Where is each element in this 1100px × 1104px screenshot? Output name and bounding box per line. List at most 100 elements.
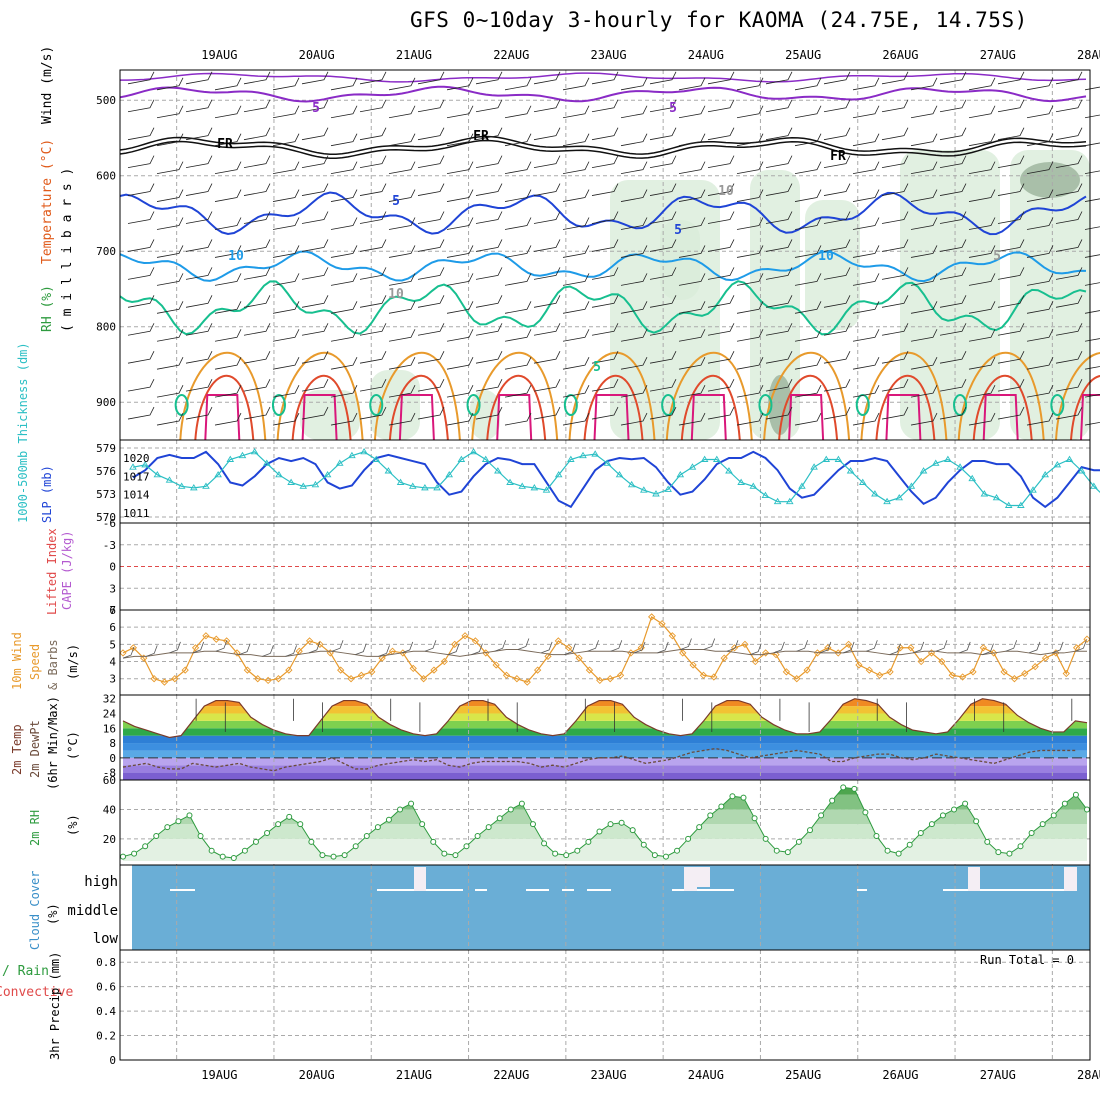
wind-barb — [881, 378, 909, 392]
wind-barb — [765, 295, 793, 308]
thickness-ylabel: 1000-500mb Thickness (dm) — [16, 342, 30, 523]
surface-wind-barb — [331, 640, 344, 652]
isotherm-15-cell — [1050, 394, 1065, 416]
pressure-tick-label: 800 — [96, 321, 116, 334]
wind-barb — [475, 323, 503, 336]
precip-tick-label: 0.2 — [96, 1030, 116, 1043]
wind-barb — [591, 351, 619, 364]
wind-barb — [330, 217, 358, 230]
wind-barb — [272, 412, 300, 426]
rh-marker — [1072, 791, 1079, 798]
wind-speed-marker — [585, 666, 594, 674]
wind-speed-marker — [1021, 669, 1029, 678]
wind-barb — [446, 105, 474, 119]
surface-wind-barb — [982, 643, 994, 656]
isotherm-20 — [276, 351, 364, 441]
lifted-index-tick-label: 3 — [109, 582, 116, 595]
wind-barb — [156, 217, 184, 230]
wind-barb — [910, 301, 938, 314]
wind-barb — [1084, 366, 1100, 370]
wind-barb — [243, 295, 271, 308]
rh-marker — [585, 838, 592, 845]
wind-barb — [185, 406, 213, 420]
wind-barb — [707, 99, 735, 113]
wind-barb — [533, 351, 561, 364]
thickness-marker — [129, 463, 137, 470]
isotherm-20 — [1055, 352, 1100, 441]
thickness-line — [132, 451, 1100, 507]
rh-marker — [729, 793, 736, 800]
wind-barb — [678, 412, 706, 426]
thickness-marker — [652, 490, 660, 497]
wind-speed-marker — [886, 668, 894, 676]
wind-barb — [678, 77, 706, 91]
wind-barb — [446, 329, 474, 342]
wind-speed-marker — [419, 675, 428, 683]
isotherm-20 — [568, 351, 656, 441]
wind-barb — [1055, 323, 1083, 336]
wind-barb — [562, 245, 590, 258]
isotherm-minus10 — [120, 72, 1087, 83]
wind-barb — [214, 189, 242, 202]
rh-marker — [341, 852, 348, 859]
wind-barb — [475, 211, 503, 224]
thickness-marker — [846, 467, 855, 474]
wind-speed-marker — [223, 637, 231, 645]
isotherm-25 — [875, 374, 936, 441]
wind-barb — [707, 378, 735, 392]
thickness-marker — [1029, 486, 1037, 493]
wind-barb — [765, 155, 793, 169]
wind-barb — [301, 323, 329, 336]
date-label-top: 26AUG — [882, 48, 919, 62]
contour-label: 10 — [718, 184, 734, 199]
wind-barb — [794, 77, 822, 91]
date-label-top: 24AUG — [687, 48, 724, 62]
wind-speed-marker — [606, 675, 614, 683]
thickness-marker — [640, 486, 648, 493]
wind-barb — [156, 161, 184, 175]
rh-tick-label: 40 — [103, 803, 116, 816]
date-label-bottom: 19AUG — [201, 1068, 238, 1082]
lifted-index-tick-label: 0 — [109, 561, 116, 574]
wind-barb — [765, 351, 793, 364]
wind-barb — [359, 211, 387, 224]
surface-wind-barb — [448, 643, 460, 656]
wind-barb — [388, 161, 416, 175]
wind-barb — [881, 127, 909, 141]
wind-barb — [1084, 338, 1100, 342]
wind-barb — [417, 295, 445, 308]
wind-barb — [707, 71, 735, 85]
wind-speed-marker — [409, 664, 417, 673]
thickness-marker — [348, 451, 356, 459]
date-label-bottom: 22AUG — [493, 1068, 530, 1082]
surface-wind-barb — [1028, 641, 1041, 654]
date-label-bottom: 20AUG — [298, 1068, 335, 1082]
wind-speed-marker — [834, 649, 842, 657]
wind-barb — [359, 323, 387, 336]
wind-barb — [910, 189, 938, 202]
rh-marker — [297, 821, 304, 828]
thickness-marker — [749, 482, 758, 489]
isotherm-20 — [179, 351, 267, 441]
precip-ylabel-3: 3hr Precip (mm) — [48, 951, 62, 1060]
thickness-marker — [153, 470, 162, 478]
contour-label: 5 — [312, 101, 320, 116]
wind-speed-marker — [741, 640, 749, 648]
wind-speed-marker — [699, 671, 708, 679]
wind-barb — [823, 295, 851, 308]
wind-barb — [707, 323, 735, 336]
barb-speed-line — [122, 649, 1087, 659]
temp-tick-label: 0 — [109, 752, 116, 765]
date-label-top: 25AUG — [785, 48, 822, 62]
wind-barb — [1055, 71, 1083, 85]
temp-ylabel-2: 2m DewPt — [28, 720, 42, 778]
rh-marker — [640, 841, 647, 848]
wind-barb — [504, 412, 532, 426]
isotherm-25 — [1070, 375, 1100, 441]
wind-barb — [214, 384, 242, 398]
rh-marker — [840, 784, 847, 791]
wind-barb — [939, 351, 967, 364]
wind-barb — [156, 412, 184, 426]
rh-marker — [241, 847, 248, 854]
wind-barb — [272, 357, 300, 370]
